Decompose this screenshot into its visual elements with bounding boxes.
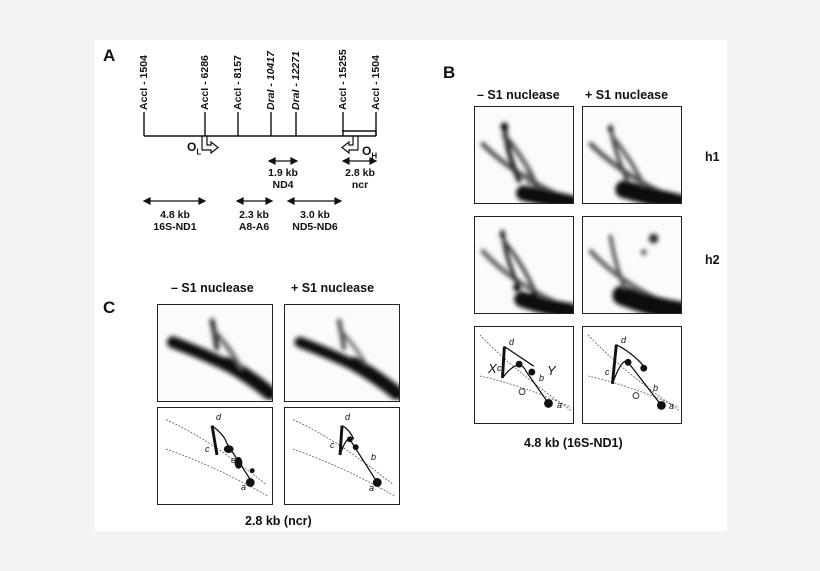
- site-label-3: AccI - 8157: [232, 55, 244, 110]
- origin-l-label: OL: [187, 140, 202, 157]
- site-label-2: AccI - 6286: [199, 55, 211, 110]
- diagram-b-left-b: b: [539, 373, 545, 383]
- diagram-b-left-a: a: [557, 400, 563, 410]
- panel-b-blot-h1-plus: [582, 106, 682, 204]
- origin-h-arrow: [341, 136, 359, 155]
- diagram-c-left-d: d: [216, 412, 222, 422]
- fragment-label-ncr: 2.8 kb ncr: [345, 167, 375, 191]
- diagram-b-right-a: a: [669, 401, 675, 411]
- diagram-c-right-c: c: [330, 440, 335, 450]
- panel-c-cond-minus: – S1 nuclease: [171, 281, 254, 295]
- panel-b-cond-minus: – S1 nuclease: [477, 88, 560, 102]
- fragment-label-nd4: 1.9 kb ND4: [268, 167, 298, 191]
- panel-c-blot-plus: [284, 304, 400, 402]
- fragment-arrow-nd4: [267, 157, 299, 165]
- diagram-c-left-e: e: [231, 455, 237, 465]
- panel-b-blot-h2-minus: [474, 216, 574, 314]
- site-label-1: AccI - 1504: [138, 55, 150, 110]
- fragment-arrow-a8-a6: [235, 197, 274, 205]
- panel-b-blot-h2-plus: [582, 216, 682, 314]
- panel-c-blot-minus: [157, 304, 273, 402]
- panel-label-b: B: [443, 63, 456, 82]
- fragment-label-a8-a6: 2.3 kb A8-A6: [238, 209, 270, 233]
- diagram-b-left-y: Y: [547, 363, 556, 378]
- fragment-label-16s-nd1: 4.8 kb 16S-ND1: [153, 209, 197, 233]
- diagram-b-right-c: c: [605, 367, 610, 377]
- panel-c-caption: 2.8 kb (ncr): [245, 514, 312, 528]
- site-label-5: DraI - 12271: [290, 51, 302, 110]
- panel-b-diagram-minus: d c b a X Y: [474, 326, 574, 424]
- panel-c-diagram-minus: d c e a: [157, 407, 273, 505]
- panel-b-cond-plus: + S1 nuclease: [585, 88, 669, 102]
- panel-c-diagram-plus: d c b a: [284, 407, 400, 505]
- panel-label-c: C: [103, 298, 116, 317]
- fragment-label-nd5-nd6: 3.0 kb ND5-ND6: [292, 209, 338, 233]
- origin-l-arrow: [201, 136, 219, 155]
- site-label-4: DraI - 10417: [265, 51, 277, 110]
- panel-b-row-h2: h2: [705, 253, 720, 267]
- diagram-b-left-x: X: [488, 361, 497, 376]
- fragment-arrow-ncr: [341, 157, 378, 165]
- diagram-c-left-a: a: [241, 482, 247, 492]
- diagram-b-right-b: b: [653, 383, 659, 393]
- diagram-b-right-d: d: [621, 335, 627, 345]
- restriction-map: [142, 112, 378, 205]
- site-label-7: AccI - 1504: [370, 55, 382, 110]
- fragment-arrow-16s-nd1: [142, 197, 207, 205]
- panel-label-a: A: [103, 46, 116, 65]
- origin-h-label: OH: [362, 144, 378, 161]
- diagram-b-left-c: c: [497, 363, 502, 373]
- site-label-6: AccI - 15255: [337, 49, 349, 110]
- diagram-c-right-b: b: [371, 452, 377, 462]
- panel-b-caption: 4.8 kb (16S-ND1): [524, 436, 623, 450]
- diagram-c-right-a: a: [369, 483, 375, 493]
- figure: A B C: [95, 40, 727, 531]
- panel-b-diagram-plus: d c b a: [582, 326, 682, 424]
- diagram-c-left-c: c: [205, 444, 210, 454]
- fragment-arrow-nd5-nd6: [286, 197, 343, 205]
- diagram-c-right-d: d: [345, 412, 351, 422]
- panel-b-blot-h1-minus: [474, 106, 574, 204]
- panel-c-cond-plus: + S1 nuclease: [291, 281, 375, 295]
- panel-b-row-h1: h1: [705, 150, 720, 164]
- diagram-b-left-d: d: [509, 337, 515, 347]
